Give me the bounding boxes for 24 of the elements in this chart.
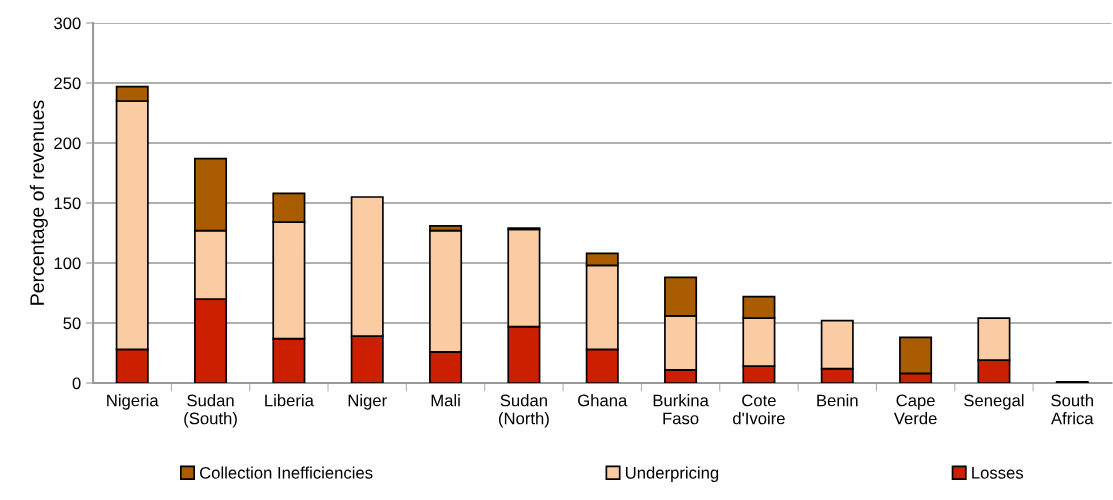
x-tick-label: Benin [817,394,858,407]
y-tick-label: 200 [54,137,81,150]
x-tick-label: Sudan (North) [499,394,549,428]
legend-label: Losses [972,467,1024,479]
x-tick-label: South Africa [1051,394,1094,425]
y-tick-label: 100 [54,257,81,270]
x-tick-label: Niger [348,394,387,410]
x-tick-label: Cape Verde [893,394,937,425]
y-tick-label: 150 [54,197,81,210]
legend-label: Collection Inefficiencies [200,466,373,479]
y-tick-label: 50 [63,317,81,330]
x-tick-label: Nigeria [107,394,159,410]
x-tick-label: Liberia [265,394,314,407]
x-tick-label: Ghana [578,394,628,407]
y-tick-label: 0 [72,377,81,390]
y-tick-label: 300 [54,17,81,30]
x-tick-label: Burkina Faso [653,394,709,425]
x-tick-label: Senegal [964,394,1024,410]
y-tick-label: 250 [54,77,81,90]
y-axis-title: Percentage of revenues [29,100,48,305]
x-tick-label: Mali [431,394,460,407]
legend-label: Underpricing [625,466,719,483]
x-tick-label: Cote d'Ivoire [733,394,785,425]
x-tick-label: Sudan (South) [184,394,237,428]
